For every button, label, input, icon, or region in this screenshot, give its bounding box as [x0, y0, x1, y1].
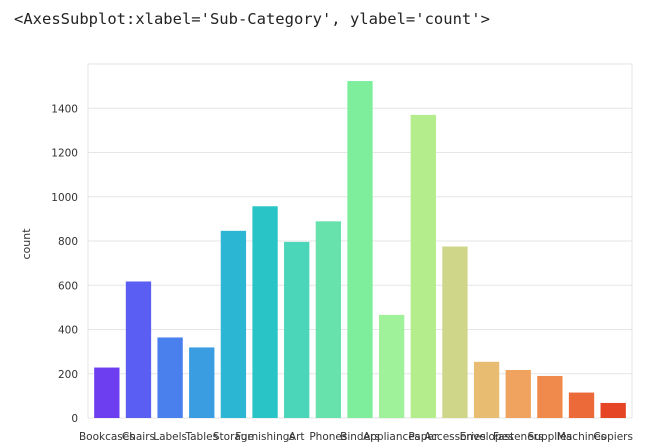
bar-furnishings — [252, 206, 278, 418]
bar-appliances — [378, 314, 405, 418]
x-tick-label: Binders — [340, 431, 380, 443]
bar-chairs — [125, 281, 152, 418]
y-tick-label: 1000 — [51, 192, 78, 204]
y-tick-label: 800 — [58, 236, 78, 248]
bar-labels — [157, 337, 183, 418]
y-axis-label: count — [20, 228, 33, 260]
bar-envelopes — [473, 361, 500, 418]
x-tick-label: Art — [289, 431, 305, 443]
y-tick-label: 200 — [58, 369, 78, 381]
x-tick-label: Phones — [309, 431, 347, 443]
x-tick-label: Copiers — [593, 431, 633, 443]
bar-art — [284, 241, 310, 418]
y-tick-label: 1400 — [51, 103, 78, 115]
y-tick-label: 0 — [71, 413, 78, 425]
x-tick-label: Paper — [408, 431, 438, 443]
bar-copiers — [600, 402, 626, 418]
bar-phones — [315, 221, 342, 418]
x-tick-labels: BookcasesChairsLabelsTablesStorageFurnis… — [79, 431, 633, 443]
x-tick-label: Accessories — [424, 431, 486, 443]
bar-bookcases — [94, 367, 120, 418]
x-tick-label: Envelopes — [460, 431, 514, 443]
bar-machines — [568, 392, 595, 418]
x-tick-label: Appliances — [363, 431, 420, 443]
x-tick-label: Labels — [153, 431, 187, 443]
x-tick-label: Tables — [184, 431, 218, 443]
y-tick-label: 600 — [58, 280, 78, 292]
bar-accessories — [442, 246, 468, 418]
x-tick-label: Machines — [557, 431, 606, 443]
x-tick-label: Fasteners — [493, 431, 543, 443]
bar-fasteners — [505, 369, 531, 418]
bar-storage — [220, 230, 247, 418]
x-tick-label: Storage — [213, 431, 254, 443]
y-tick-labels: 0 200 400 600 800 1000 1200 1400 — [51, 103, 78, 425]
y-tick-label: 1200 — [51, 148, 78, 160]
x-tick-label: Chairs — [122, 431, 155, 443]
x-tick-label: Furnishings — [235, 431, 295, 443]
x-tick-label: Bookcases — [79, 431, 135, 443]
x-tick-label: Supplies — [528, 431, 572, 443]
bar-tables — [189, 347, 215, 418]
bar-supplies — [537, 375, 563, 418]
bar-binders — [347, 81, 373, 418]
bar-paper — [410, 114, 436, 418]
bars — [94, 81, 626, 418]
y-tick-label: 400 — [58, 325, 78, 337]
axes-repr-output: <AxesSubplot:xlabel='Sub-Category', ylab… — [14, 10, 490, 28]
